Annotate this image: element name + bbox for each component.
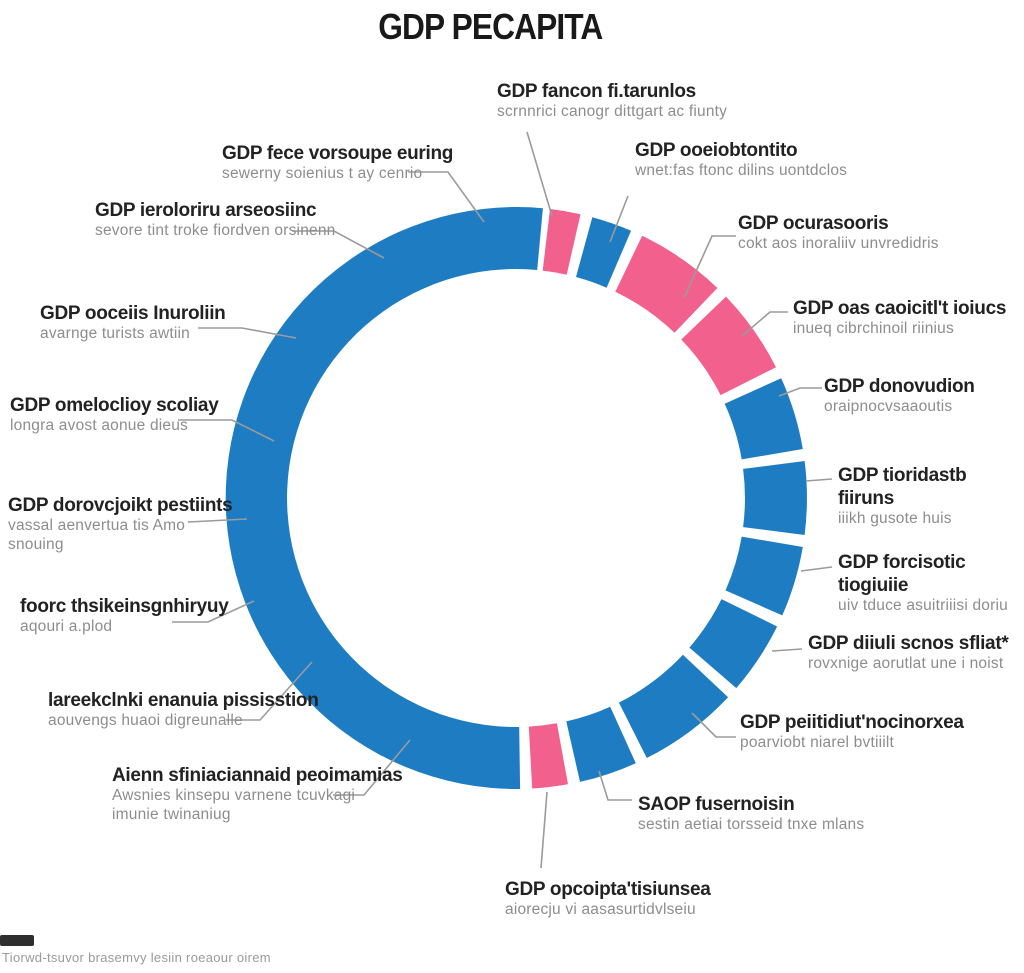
label-subtitle: vassal aenvertua tis Amo — [8, 517, 186, 535]
leader-line — [800, 566, 833, 572]
label-title: GDP donovudion — [824, 376, 975, 397]
label-subtitle: avarnge turists awtiin — [40, 325, 190, 343]
donut-segment-right-1 — [724, 378, 803, 460]
chart-label-05: GDP omeloclioy scoliay longra avost aonu… — [10, 394, 219, 436]
donut-segment-top-sliver — [542, 209, 581, 275]
chart-label-01: GDP fancon fi.tarunlos scrnnrici canogr … — [497, 80, 727, 122]
label-subtitle: rovxnige aorutlat une i noist — [808, 655, 1004, 673]
donut-segment-left-large — [225, 207, 543, 790]
leader-line — [540, 791, 548, 869]
donut-segment-pink-wedge-b — [681, 296, 776, 396]
label-title: GDP fancon fi.tarunlos — [497, 81, 696, 102]
leader-line — [408, 171, 485, 223]
chart-label-14: GDP forcisotic tiogiuiie uiv tduce asuit… — [838, 551, 1024, 616]
label-subtitle: sewerny soienius t ay cenrio — [222, 165, 423, 183]
donut-segments — [225, 207, 807, 790]
chart-title-text: GDP PECAPITA — [377, 6, 603, 47]
leader-line — [771, 648, 803, 652]
label-title: GDP ooceiis Inuroliin — [40, 303, 226, 324]
label-subtitle: longra avost aonue dieus — [10, 417, 189, 435]
leader-line — [609, 195, 629, 243]
chart-label-17: GDP oas caoicitl't ioiucs inueq cibrchin… — [793, 297, 1006, 339]
donut-segment-bottom-sliver — [528, 723, 568, 789]
label-title: GDP ooeiobtontito — [635, 140, 798, 161]
chart-label-19: GDP ooeiobtontito wnet:fas ftonc dilins … — [635, 139, 847, 181]
label-title: SAOP fusernoisin — [638, 794, 795, 815]
label-title: GDP opcoipta'tisiunsea — [505, 879, 711, 900]
page-title: GDP PECAPITA — [0, 6, 1024, 48]
chart-label-04: GDP ooceiis Inuroliin avarnge turists aw… — [40, 302, 226, 344]
label-subtitle: aqouri a.plod — [20, 618, 113, 636]
label-title: GDP tioridastb fiiruns — [838, 465, 967, 510]
label-subtitle: cokt aos inoraliiv unvredidris — [738, 235, 939, 253]
label-subtitle: aouvengs huaoi digreunalle — [48, 712, 243, 730]
chart-footnote: Tiorwd-tsuvor brasemvy lesiin roeaour oi… — [2, 950, 271, 965]
label-subtitle: sevore tint troke fiordven orsinenn — [95, 222, 336, 240]
label-subtitle: snouing — [8, 536, 64, 554]
label-title: GDP omeloclioy scoliay — [10, 395, 219, 416]
label-title: GDP ocurasooris — [738, 213, 889, 234]
leader-line — [598, 770, 632, 801]
label-title: GDP fece vorsoupe euring — [222, 143, 454, 164]
label-title: foorc thsikeinsgnhiryuy — [20, 596, 229, 617]
donut-segment-pink-wedge-a — [615, 235, 718, 333]
leader-line — [226, 661, 313, 721]
chart-label-03: GDP ieroloriru arseosiinc sevore tint tr… — [95, 199, 335, 241]
chart-label-12: GDP peiitidiut'nocinorxea poarviobt niar… — [740, 711, 964, 753]
leader-line — [683, 235, 736, 299]
leader-line — [333, 739, 411, 796]
label-subtitle: scrnnrici canogr dittgart ac fiunty — [497, 103, 728, 121]
label-title: GDP forcisotic tiogiuiie — [838, 552, 966, 597]
chart-label-06: GDP dorovcjoikt pestiints vassal aenvert… — [8, 494, 233, 555]
leader-line — [178, 419, 275, 442]
label-title: Aienn sfiniaciannaid peoimamias — [112, 765, 403, 786]
leader-line — [691, 712, 736, 738]
label-title: GDP diiuli scnos sfliat* — [808, 633, 1009, 654]
label-subtitle: inueq cibrchinoil riinius — [793, 320, 954, 338]
leader-line — [172, 600, 255, 623]
donut-segment-lower-right-1 — [689, 599, 778, 689]
label-subtitle: oraipnocvsaaoutis — [824, 398, 953, 416]
chart-label-18: GDP ocurasooris cokt aos inoraliiv unvre… — [738, 212, 939, 254]
chart-label-07: foorc thsikeinsgnhiryuy aqouri a.plod — [20, 595, 229, 637]
leader-line — [778, 387, 822, 397]
label-subtitle: imunie twinaniug — [112, 806, 231, 824]
leader-line — [292, 230, 385, 259]
chart-label-08: lareekclnki enanuia pississtion aouvengs… — [48, 689, 319, 731]
label-subtitle: uiv tduce asuitriiisi doriu — [838, 597, 1008, 615]
label-subtitle: sestin aetiai torsseid tnxe mlans — [638, 816, 865, 834]
label-subtitle: iiikh gusote huis — [838, 510, 952, 528]
label-subtitle: poarviobt niarel bvtiiilt — [740, 734, 895, 752]
donut-segment-right-2 — [743, 461, 807, 535]
leader-line — [741, 311, 788, 337]
donut-segment-upper-right-1 — [576, 217, 632, 288]
chart-label-10: GDP opcoipta'tisiunsea aiorecju vi aasas… — [505, 878, 711, 920]
donut-segment-bottom-right — [566, 706, 636, 782]
leader-line — [526, 131, 553, 217]
leader-line — [187, 518, 248, 523]
chart-label-09: Aienn sfiniaciannaid peoimamias Awsnies … — [112, 764, 403, 825]
label-title: GDP oas caoicitl't ioiucs — [793, 298, 1007, 319]
leader-lines — [172, 131, 833, 869]
label-title: GDP dorovcjoikt pestiints — [8, 495, 233, 516]
corner-artifact-mark — [0, 935, 34, 946]
label-title: lareekclnki enanuia pississtion — [48, 690, 319, 711]
leader-line — [198, 327, 297, 339]
donut-segment-right-3 — [725, 536, 803, 616]
donut-segment-lower-right-2 — [618, 654, 729, 758]
leader-line — [805, 478, 833, 482]
label-title: GDP peiitidiut'nocinorxea — [740, 712, 964, 733]
label-subtitle: wnet:fas ftonc dilins uontdclos — [635, 162, 848, 180]
chart-label-11: SAOP fusernoisin sestin aetiai torsseid … — [638, 793, 864, 835]
chart-label-02: GDP fece vorsoupe euring sewerny soieniu… — [222, 142, 453, 184]
label-title: GDP ieroloriru arseosiinc — [95, 200, 317, 221]
label-subtitle: Awsnies kinsepu varnene tcuvkagi — [112, 787, 356, 805]
label-subtitle: aiorecju vi aasasurtidvlseiu — [505, 901, 696, 919]
chart-label-13: GDP diiuli scnos sfliat* rovxnige aorutl… — [808, 632, 1009, 674]
chart-label-16: GDP donovudion oraipnocvsaaoutis — [824, 375, 975, 417]
chart-label-15: GDP tioridastb fiiruns iiikh gusote huis — [838, 464, 1024, 529]
